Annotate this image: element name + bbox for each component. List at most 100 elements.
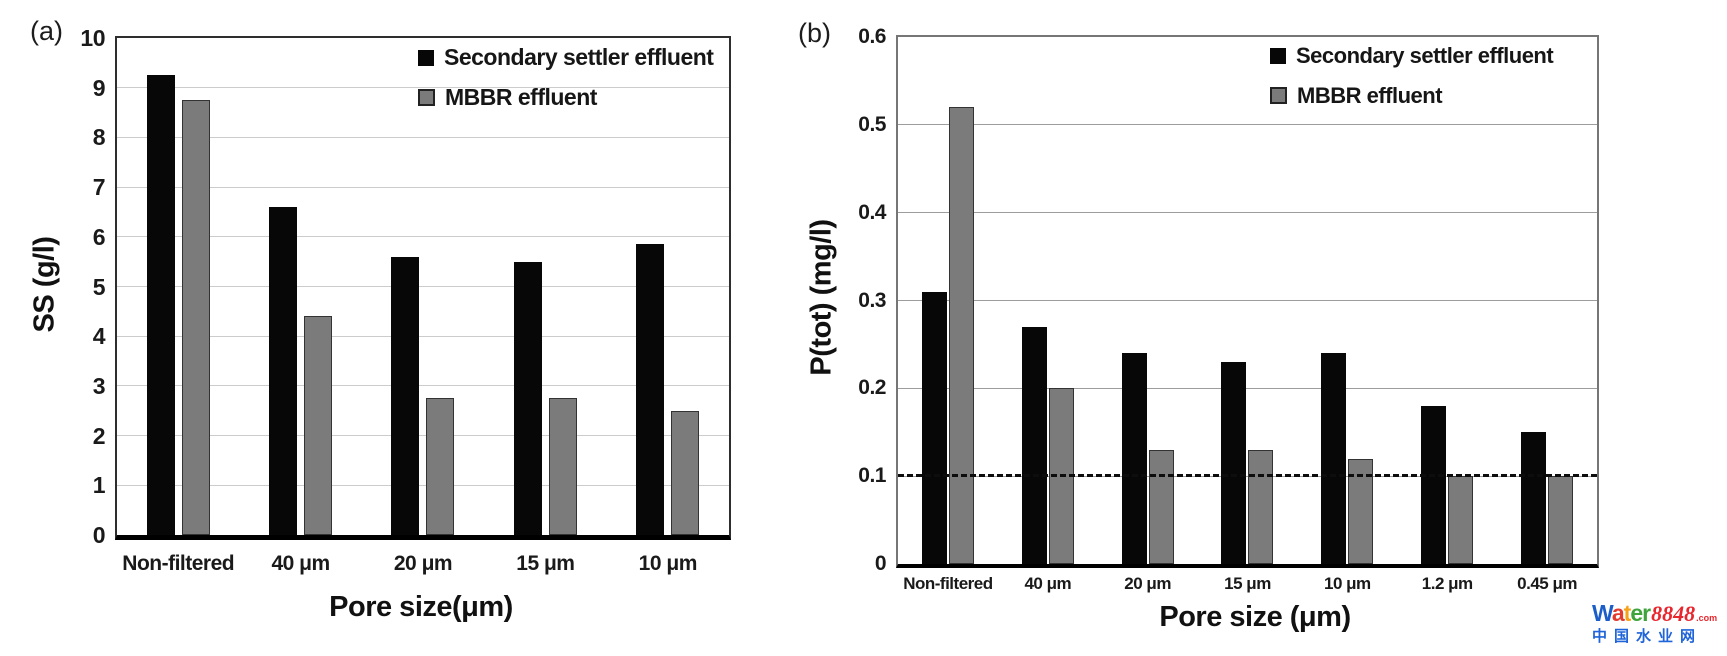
watermark-letter: t (1623, 600, 1632, 626)
y-tick-label: 3 (92, 372, 106, 399)
y-tick-label: 0.5 (858, 112, 886, 136)
category-label: 40 μm (271, 552, 330, 575)
watermark-tld-text: .com (1696, 613, 1718, 623)
y-tick-label: 10 (80, 25, 105, 51)
watermark-brand: Water 8848 .com (1592, 602, 1727, 625)
bar-group-0.45-μm (1497, 37, 1597, 564)
legend-label: Secondary settler effluent (444, 44, 714, 70)
watermark-letter: a (1611, 600, 1625, 626)
dashed-reference-line (898, 474, 1597, 478)
bar-mbbr-1 (181, 100, 210, 535)
y-tick-label: 0.1 (858, 464, 886, 488)
gridline-y-0.4 (898, 212, 1597, 214)
category-label: Non-filtered (122, 552, 235, 575)
category-label: 20 μm (1124, 574, 1171, 593)
gridline-y-0.3 (898, 300, 1597, 301)
bar-mbbr-4 (1248, 449, 1274, 564)
category-label: 1.2 μm (1421, 574, 1473, 593)
bar-group-non-filtered (898, 37, 998, 564)
bar-secondary-settler-1 (146, 75, 175, 535)
legend-swatch-gray (418, 89, 435, 106)
category-label: 10 μm (1324, 574, 1371, 593)
bar-secondary-settler-2 (1021, 326, 1047, 564)
y-tick-label: 1 (92, 472, 106, 499)
y-tick-label: 0.6 (858, 25, 886, 48)
bar-secondary-settler-4 (1221, 362, 1247, 564)
watermark-number-text: 8848 (1651, 601, 1696, 626)
gridline-y-0.2 (898, 387, 1597, 389)
category-label: 10 μm (638, 552, 698, 575)
y-tick-label: 5 (92, 273, 106, 300)
legend-swatch-black (418, 49, 434, 66)
bar-secondary-settler-1 (921, 291, 947, 564)
y-tick-label: 8 (92, 124, 106, 151)
legend-item-mbbr: MBBR effluent (1270, 82, 1553, 109)
bar-secondary-settler-5 (1321, 353, 1347, 564)
gridline-y-3 (117, 385, 729, 387)
gridline-y-1 (117, 484, 729, 486)
bar-secondary-settler-2 (269, 207, 298, 535)
legend-item-secondary-settler: Secondary settler effluent (1270, 42, 1554, 69)
panel-a-label: (a) (30, 16, 63, 46)
bar-mbbr-6 (1448, 476, 1474, 564)
bar-mbbr-3 (426, 398, 455, 535)
bar-group-10-μm (607, 38, 729, 535)
watermark-letter: r (1642, 600, 1651, 626)
gridline-y-8 (117, 136, 729, 138)
legend-item-mbbr: MBBR effluent (418, 84, 713, 111)
panel-b-legend: Secondary settler effluent MBBR effluent (1270, 42, 1554, 109)
legend-swatch-black (1270, 47, 1286, 64)
gridline-y-0.5 (898, 124, 1597, 126)
legend-label: MBBR effluent (1297, 82, 1443, 108)
bar-secondary-settler-6 (1421, 405, 1447, 564)
bar-group-1.2-μm (1397, 37, 1497, 564)
panel-b-label: (b) (798, 18, 831, 48)
y-tick-label: 4 (92, 323, 106, 350)
gridline-y-7 (117, 186, 729, 188)
gridline-y-6 (117, 236, 729, 238)
bar-group-10-μm (1297, 37, 1397, 564)
gridline-y-9 (117, 87, 729, 89)
legend-label: Secondary settler effluent (1296, 42, 1554, 68)
panel-b-plot-area: 0 0.1 0.2 0.3 0.4 0.5 0.6 Non-filtered 40 μm 20 μ… (858, 25, 1599, 593)
y-tick-label: 9 (92, 74, 106, 101)
watermark-chinese-subtitle: 中国水业网 (1592, 628, 1703, 645)
bar-secondary-settler-3 (391, 256, 420, 535)
gridline-y-5 (117, 286, 729, 287)
bar-group-40-μm (998, 37, 1098, 564)
bar-group-40-μm (239, 38, 361, 535)
bar-secondary-settler-4 (513, 261, 542, 535)
y-tick-label: 0.3 (858, 288, 886, 312)
legend-label: MBBR effluent (445, 84, 597, 110)
gridline-y-4 (117, 335, 729, 337)
category-label: 40 μm (1024, 574, 1072, 593)
bar-group-20-μm (362, 38, 484, 535)
category-label: Non-filtered (903, 574, 993, 593)
y-tick-label: 0.2 (858, 376, 886, 400)
legend-item-secondary-settler: Secondary settler effluent (418, 44, 714, 71)
bar-secondary-settler-3 (1121, 353, 1147, 564)
watermark-letter: e (1630, 600, 1643, 626)
bar-mbbr-4 (548, 398, 577, 535)
panel-a-legend: Secondary settler effluent MBBR effluent (418, 44, 714, 111)
category-label: 20 μm (393, 552, 453, 575)
y-tick-label: 0 (92, 522, 106, 548)
watermark-letter: W (1592, 600, 1613, 626)
bar-group-15-μm (1198, 37, 1298, 564)
bar-secondary-settler-7 (1521, 432, 1547, 564)
category-label: 15 μm (1224, 574, 1271, 593)
gridline-y-2 (117, 435, 729, 437)
water8848-watermark: Water 8848 .com 中国水业网 (1592, 602, 1727, 645)
bar-group-20-μm (1098, 37, 1198, 564)
bar-mbbr-5 (671, 410, 700, 535)
bar-group-non-filtered (117, 38, 239, 535)
panel-a-x-axis-title: Pore size(μm) (329, 591, 513, 623)
panel-b-x-axis-title: Pore size (μm) (1159, 601, 1351, 633)
y-tick-label: 0.4 (858, 200, 886, 224)
category-label: 15 μm (516, 552, 575, 575)
y-tick-label: 7 (92, 174, 106, 201)
y-tick-label: 0 (874, 552, 887, 575)
bar-mbbr-1 (948, 107, 974, 564)
bar-secondary-settler-5 (636, 244, 665, 535)
